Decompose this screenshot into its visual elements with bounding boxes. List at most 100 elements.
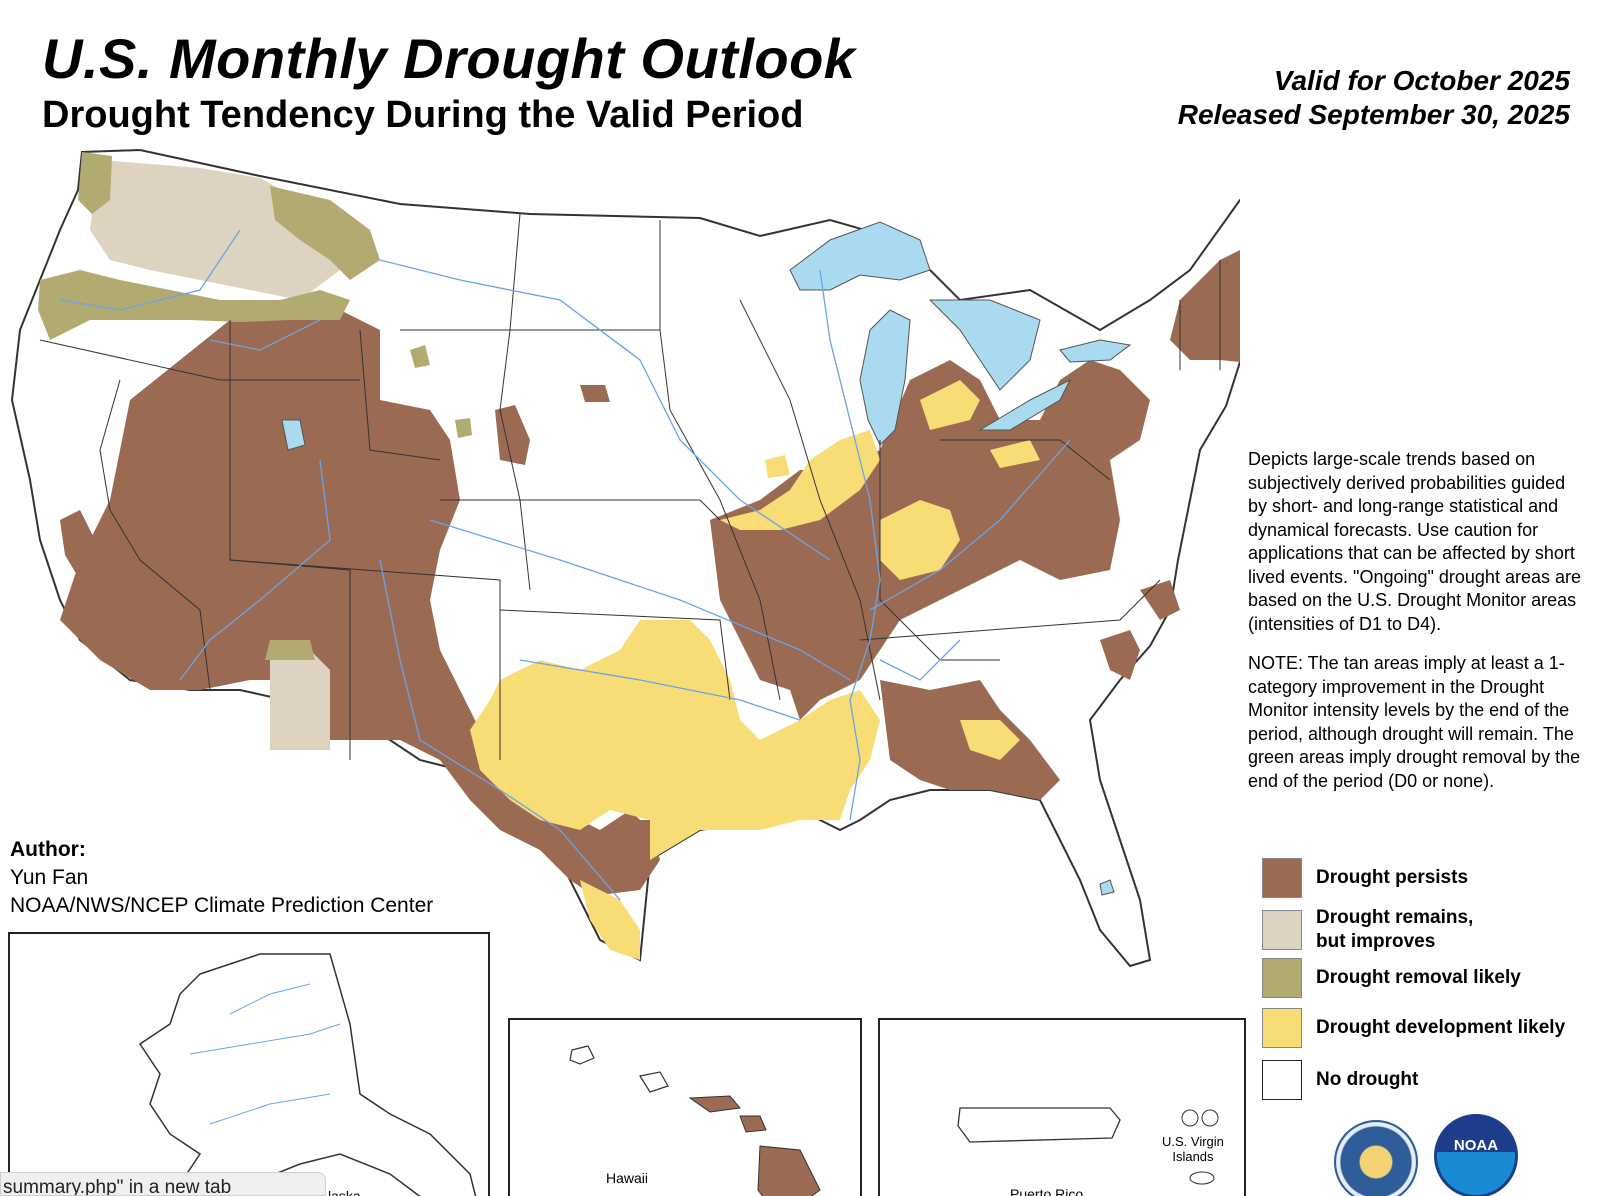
- map-title: U.S. Monthly Drought Outlook: [42, 27, 856, 90]
- rio-grande: [379, 559, 621, 901]
- author-organization: NOAA/NWS/NCEP Climate Prediction Center: [10, 894, 434, 917]
- boundary-line: [499, 609, 731, 701]
- legend-swatch-no-drought: [1262, 1060, 1302, 1100]
- drought-development-areas: [470, 380, 1040, 960]
- boundary-line: [440, 499, 721, 521]
- legend-item-no-drought: No drought: [1262, 1060, 1418, 1100]
- boundary-line: [879, 440, 1000, 661]
- lake-erie: [978, 378, 1072, 431]
- colorado-removal-spot: [455, 418, 472, 438]
- legend-label-improves: Drought remains, but improves: [1316, 907, 1474, 952]
- boundary-line: [39, 339, 360, 381]
- arkansas-river: [429, 519, 851, 681]
- legend-label-persists: Drought persists: [1316, 867, 1469, 888]
- author-block: Author: Yun Fan NOAA/NWS/NCEP Climate Pr…: [10, 836, 433, 920]
- alaska-river: [229, 983, 311, 1015]
- plains-persists-spot-a: [495, 405, 530, 465]
- legend-item-improves: Drought remains, but improves: [1262, 906, 1473, 954]
- northwest-removal-band: [38, 270, 350, 340]
- boundary-line: [1179, 260, 1221, 370]
- boundary-line: [99, 379, 211, 691]
- ohio-development-spot: [990, 440, 1040, 468]
- texas-development-region: [470, 620, 880, 860]
- author-name: Yun Fan: [10, 866, 89, 889]
- hawaii-map: [569, 1045, 821, 1196]
- texas-south-development: [580, 880, 640, 960]
- valid-period-block: Valid for October 2025 Released Septembe…: [1178, 64, 1570, 132]
- legend-swatch-improves: [1262, 910, 1302, 950]
- alaska-map: [138, 953, 477, 1196]
- legend-swatch-removal: [1262, 958, 1302, 998]
- missouri-river: [379, 259, 831, 561]
- snake-river: [209, 319, 321, 351]
- oahu-island: [639, 1071, 669, 1093]
- maui-county-islands: [688, 1095, 741, 1113]
- boundary-line: [940, 439, 1111, 481]
- puerto-rico-island: [957, 1107, 1121, 1143]
- columbia-river: [59, 229, 241, 311]
- drought-removal-areas: [38, 152, 472, 660]
- alaska-inset: laska: [8, 932, 490, 1196]
- midwest-development-region: [720, 430, 880, 530]
- virgin-islands-label: U.S. Virgin Islands: [1162, 1134, 1224, 1164]
- maui-island: [739, 1115, 767, 1133]
- boundary-line: [229, 559, 501, 760]
- link-status-tooltip: summary.php" in a new tab: [0, 1172, 326, 1196]
- virgin-island-st-croix: [1189, 1171, 1215, 1185]
- carolina-persists-spot: [1100, 630, 1140, 680]
- boundary-line: [229, 320, 351, 760]
- colorado-river: [179, 459, 331, 681]
- ohio-river: [869, 439, 1071, 611]
- lake-michigan: [859, 309, 911, 446]
- plains-persists-spot-b: [580, 385, 610, 402]
- legend-swatch-development: [1262, 1008, 1302, 1048]
- puerto-rico-label: Puerto Rico: [1010, 1186, 1084, 1196]
- state-boundaries: [39, 213, 1221, 760]
- kauai-island: [569, 1045, 595, 1065]
- virgin-island-st-john: [1201, 1109, 1219, 1127]
- great-salt-lake: [281, 419, 306, 451]
- lake-ontario: [1059, 339, 1132, 363]
- great-lakes: [281, 221, 1132, 896]
- rivers: [59, 229, 1071, 901]
- red-river: [519, 659, 801, 721]
- alaska-river: [209, 1093, 331, 1125]
- legend-label-removal: Drought removal likely: [1316, 967, 1521, 988]
- boundary-line: [359, 329, 441, 461]
- tennessee-river: [879, 639, 961, 681]
- noaa-logo-text: NOAA: [1453, 1137, 1499, 1154]
- legend-label-no-drought: No drought: [1316, 1069, 1419, 1090]
- virgin-island-st-thomas: [1181, 1109, 1199, 1127]
- puerto-rico-inset: Puerto Rico U.S. Virgin Islands: [878, 1018, 1246, 1196]
- map-subtitle: Drought Tendency During the Valid Period: [42, 94, 804, 136]
- legend-item-persists: Drought persists: [1262, 858, 1468, 898]
- mississippi-river: [819, 269, 881, 821]
- wa-coast-removal: [78, 152, 112, 214]
- description-panel: Depicts large-scale trends based on subj…: [1248, 448, 1588, 809]
- released-date-text: Released September 30, 2025: [1177, 99, 1570, 130]
- alaska-outline: [138, 953, 477, 1196]
- noaa-logo: NOAA: [1434, 1114, 1518, 1196]
- lake-superior: [789, 221, 931, 291]
- alaska-label: laska: [328, 1188, 361, 1196]
- idaho-removal-spot: [410, 345, 430, 368]
- lake-huron: [928, 299, 1041, 391]
- conus-drought-map: [10, 148, 1240, 968]
- hawaii-label: Hawaii: [606, 1170, 649, 1186]
- boundary-line: [859, 579, 1161, 641]
- big-island: [757, 1145, 821, 1196]
- montana-removal-region: [270, 186, 380, 280]
- plains-development-spot: [765, 455, 790, 478]
- northeast-persists-region: [1170, 250, 1240, 362]
- boundary-line: [739, 299, 881, 701]
- michigan-development-spot: [920, 380, 980, 430]
- ohio-valley-development: [880, 500, 960, 580]
- hawaii-inset: Hawaii: [508, 1018, 862, 1196]
- lake-okeechobee: [1099, 879, 1115, 896]
- description-paragraph-1: Depicts large-scale trends based on subj…: [1248, 449, 1581, 634]
- legend-item-removal: Drought removal likely: [1262, 958, 1521, 998]
- legend-label-development: Drought development likely: [1316, 1017, 1566, 1038]
- legend-item-development: Drought development likely: [1262, 1008, 1565, 1048]
- ca-persists-spot: [60, 510, 100, 580]
- description-paragraph-2: NOTE: The tan areas imply at least a 1-c…: [1248, 653, 1581, 791]
